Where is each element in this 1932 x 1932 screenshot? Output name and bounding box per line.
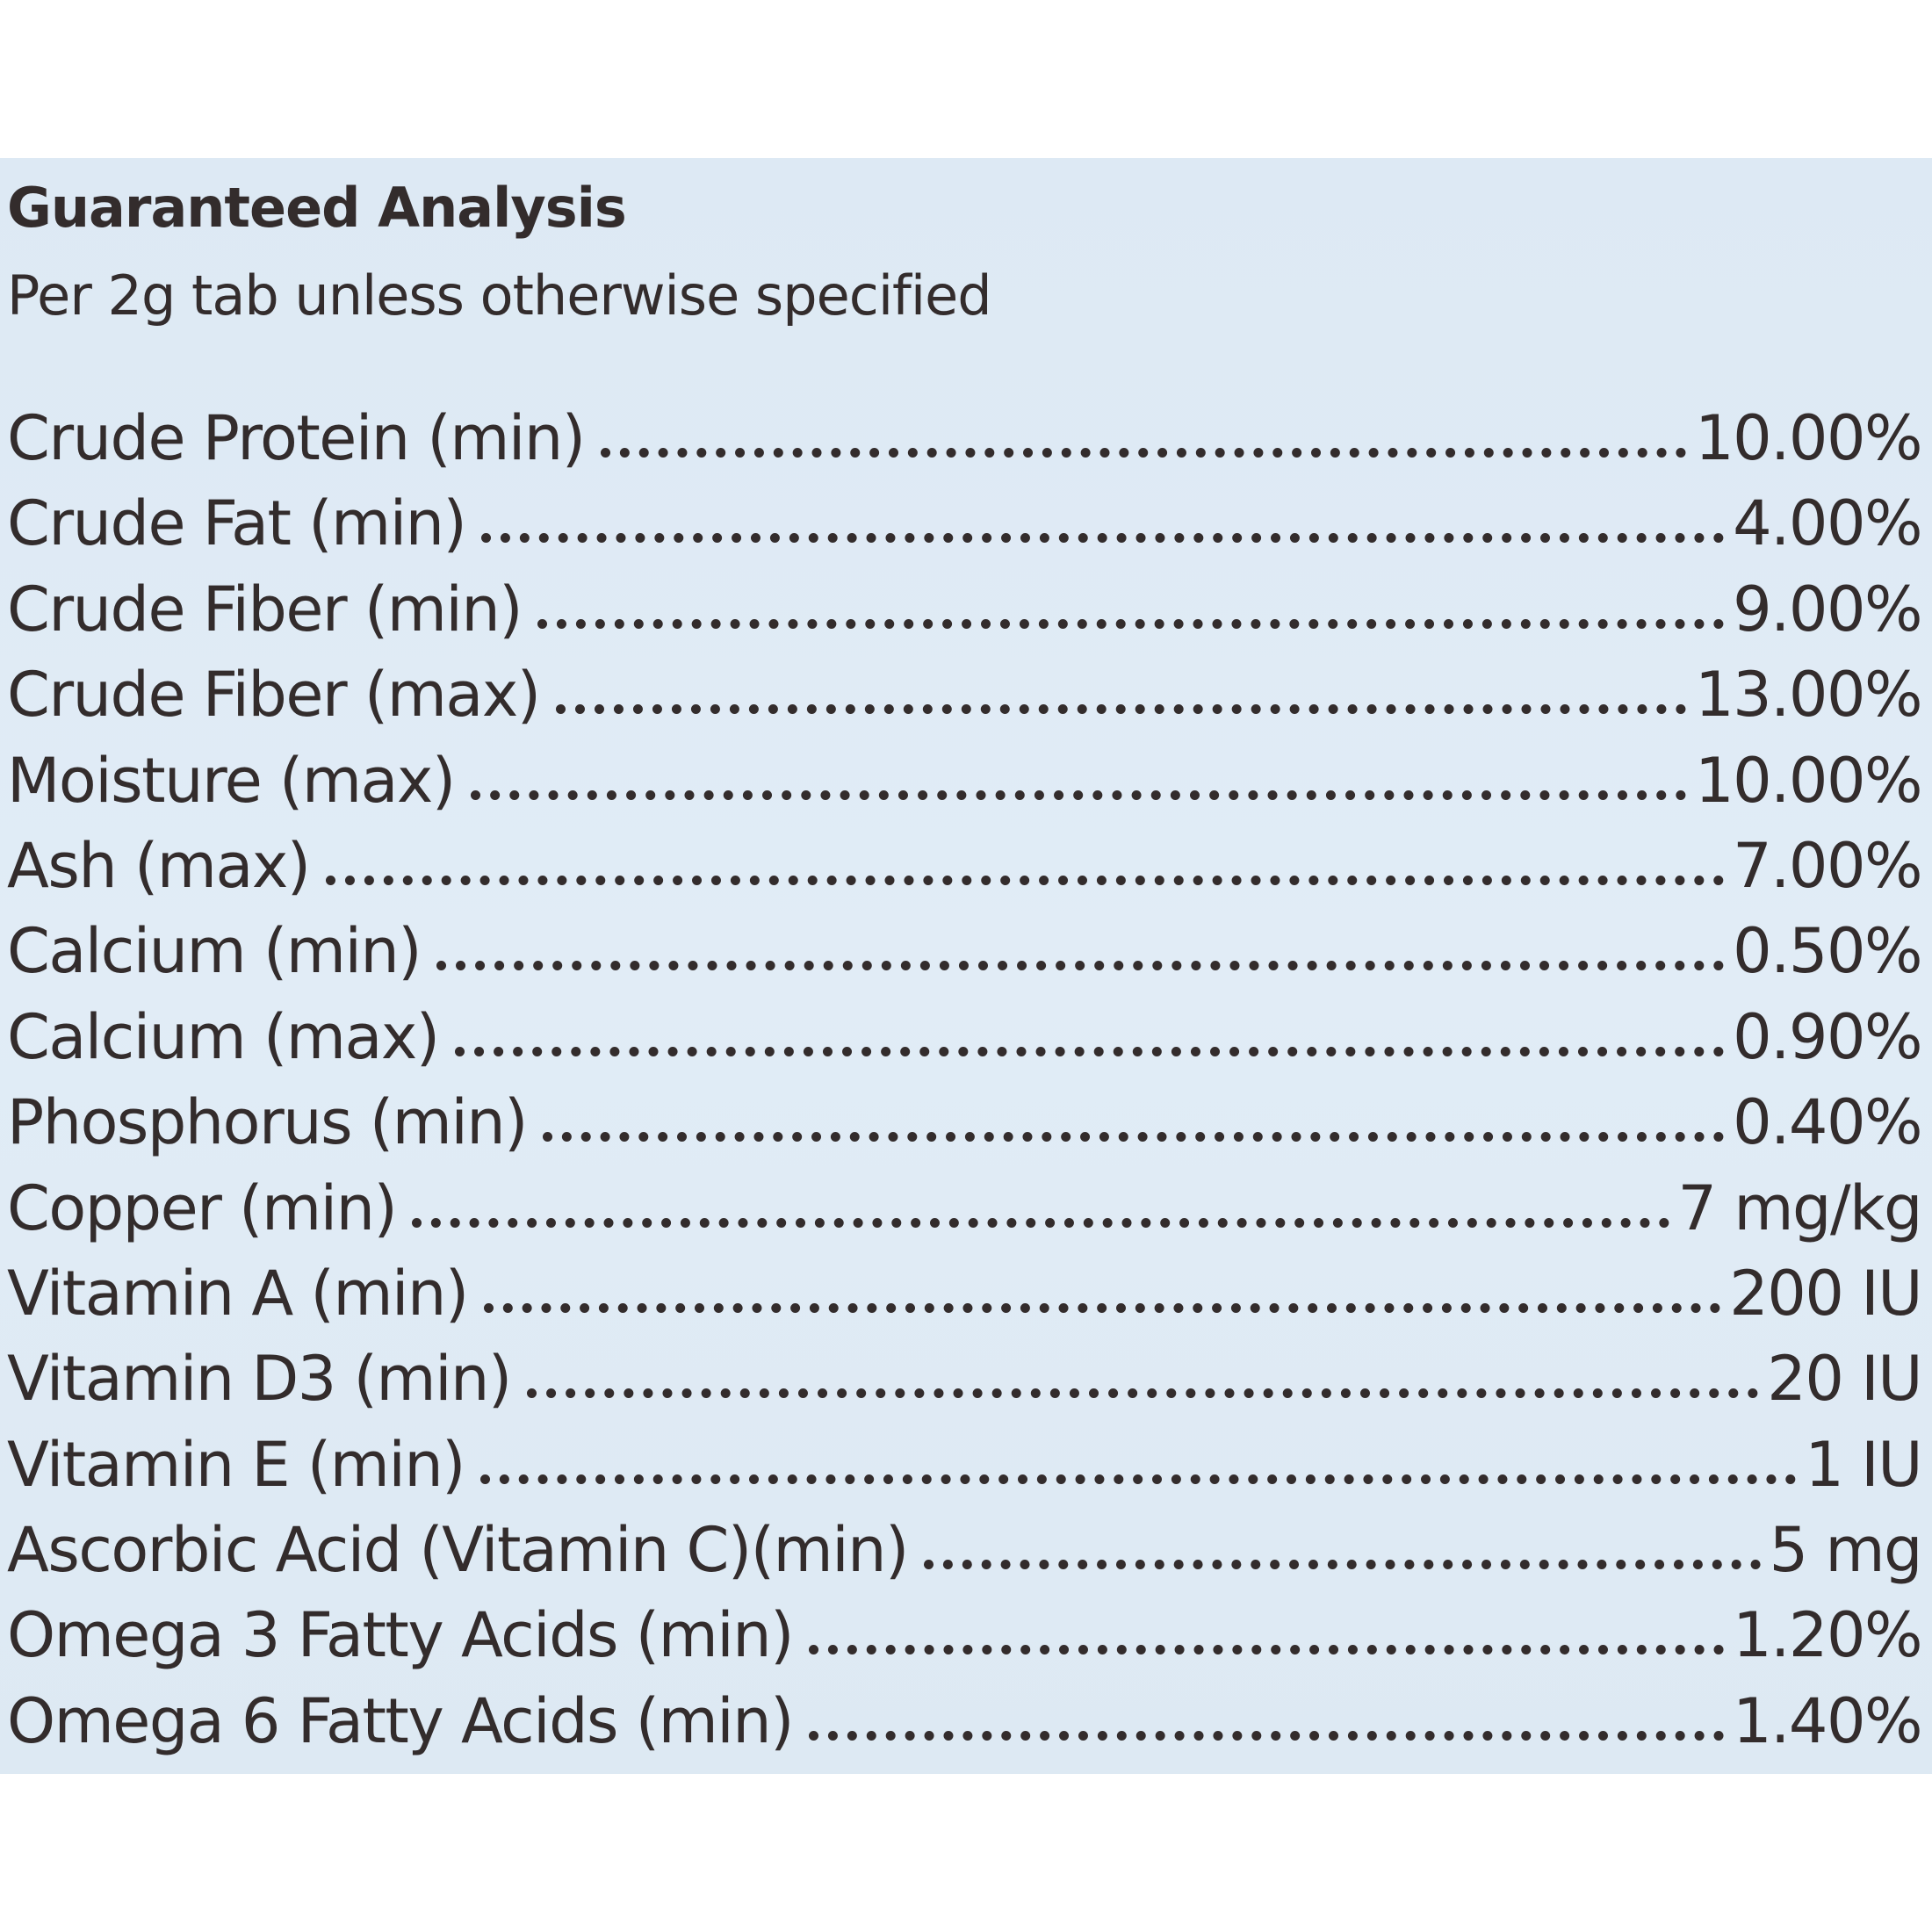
analysis-row: Moisture (max) 10.00% — [7, 744, 1922, 830]
nutrient-value: 4.00% — [1733, 487, 1922, 560]
nutrient-name: Calcium (min) — [7, 915, 422, 988]
nutrient-name: Crude Fat (min) — [7, 487, 467, 560]
nutrient-name: Crude Fiber (max) — [7, 659, 541, 732]
nutrient-value: 5 mg — [1769, 1514, 1923, 1587]
analysis-row: Calcium (max) 0.90% — [7, 1000, 1922, 1086]
dot-leader — [923, 1560, 1761, 1570]
nutrient-value: 10.00% — [1695, 402, 1922, 474]
dot-leader — [526, 1388, 1759, 1399]
dot-leader — [480, 1474, 1797, 1484]
nutrient-name: Vitamin A (min) — [7, 1257, 469, 1330]
nutrient-value: 1.40% — [1733, 1684, 1922, 1757]
nutrient-value: 13.00% — [1695, 659, 1922, 732]
nutrient-name: Crude Protein (min) — [7, 402, 586, 474]
dot-leader — [470, 789, 1687, 800]
nutrient-value: 0.50% — [1733, 915, 1922, 988]
nutrient-value: 200 IU — [1729, 1257, 1922, 1330]
analysis-row: Omega 6 Fatty Acids (min) 1.40% — [7, 1684, 1922, 1770]
dot-leader — [543, 1132, 1725, 1143]
nutrient-name: Vitamin D3 (min) — [7, 1343, 512, 1416]
dot-leader — [808, 1645, 1725, 1655]
nutrient-name: Moisture (max) — [7, 744, 456, 817]
nutrient-name: Crude Fiber (min) — [7, 573, 523, 645]
nutrient-name: Calcium (max) — [7, 1000, 440, 1073]
dot-leader — [555, 704, 1687, 715]
analysis-row: Crude Fiber (max) 13.00% — [7, 659, 1922, 744]
dot-leader — [325, 875, 1725, 885]
analysis-row: Ascorbic Acid (Vitamin C)(min) 5 mg — [7, 1514, 1923, 1599]
nutrient-value: 1.20% — [1733, 1599, 1922, 1672]
dot-leader — [436, 961, 1725, 971]
dot-leader — [537, 618, 1725, 629]
analysis-row: Crude Protein (min) 10.00% — [7, 402, 1922, 487]
dot-leader — [600, 448, 1687, 458]
analysis-row: Vitamin A (min) 200 IU — [7, 1257, 1922, 1343]
analysis-row: Ash (max) 7.00% — [7, 829, 1922, 915]
nutrient-name: Phosphorus (min) — [7, 1086, 529, 1159]
analysis-row: Crude Fiber (min) 9.00% — [7, 573, 1922, 659]
analysis-row: Calcium (min) 0.50% — [7, 915, 1922, 1000]
dot-leader — [481, 533, 1725, 544]
nutrient-value: 7.00% — [1733, 829, 1922, 902]
nutrient-value: 20 IU — [1767, 1343, 1922, 1416]
analysis-row: Phosphorus (min) 0.40% — [7, 1086, 1922, 1171]
nutrient-name: Vitamin E (min) — [7, 1428, 466, 1501]
dot-leader — [483, 1302, 1721, 1313]
dot-leader — [808, 1730, 1725, 1741]
panel-title: Guaranteed Analysis — [7, 176, 627, 240]
nutrient-value: 9.00% — [1733, 573, 1922, 645]
dot-leader — [454, 1046, 1725, 1056]
nutrient-name: Ash (max) — [7, 829, 311, 902]
nutrient-value: 1 IU — [1805, 1428, 1922, 1501]
nutrient-value: 0.40% — [1733, 1086, 1922, 1159]
dot-leader — [412, 1217, 1669, 1228]
analysis-row: Vitamin D3 (min) 20 IU — [7, 1343, 1922, 1428]
nutrient-name: Ascorbic Acid (Vitamin C)(min) — [7, 1514, 909, 1587]
nutrient-value: 0.90% — [1733, 1000, 1922, 1073]
panel-subtitle: Per 2g tab unless otherwise specified — [7, 263, 992, 328]
nutrient-value: 7 mg/kg — [1677, 1171, 1923, 1244]
nutrient-value: 10.00% — [1695, 744, 1922, 817]
analysis-row: Vitamin E (min) 1 IU — [7, 1428, 1922, 1514]
nutrient-name: Omega 6 Fatty Acids (min) — [7, 1684, 794, 1757]
guaranteed-analysis-panel: Guaranteed Analysis Per 2g tab unless ot… — [0, 158, 1932, 1774]
analysis-row: Omega 3 Fatty Acids (min) 1.20% — [7, 1599, 1922, 1684]
analysis-list: Crude Protein (min) 10.00% Crude Fat (mi… — [7, 402, 1923, 1770]
nutrient-name: Omega 3 Fatty Acids (min) — [7, 1599, 794, 1672]
nutrient-name: Copper (min) — [7, 1171, 398, 1244]
analysis-row: Crude Fat (min) 4.00% — [7, 487, 1922, 573]
analysis-row: Copper (min) 7 mg/kg — [7, 1171, 1923, 1258]
